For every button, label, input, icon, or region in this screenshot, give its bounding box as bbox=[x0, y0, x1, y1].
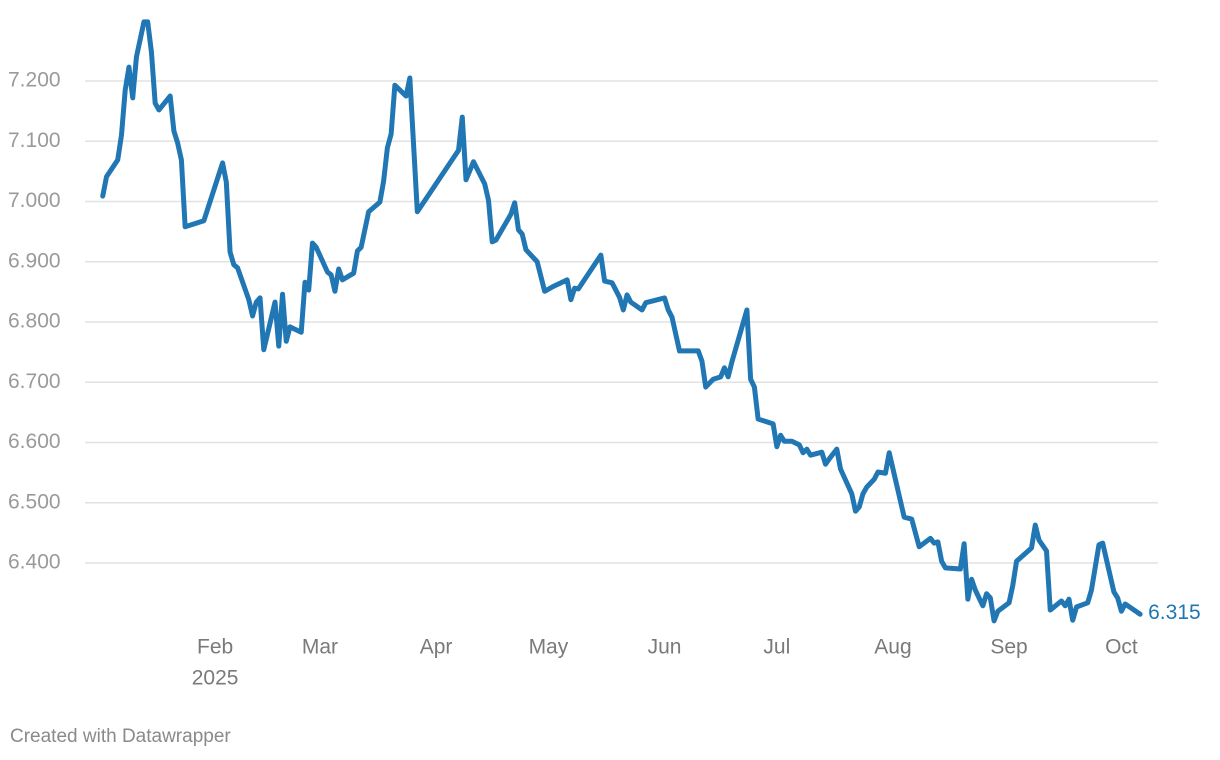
x-tick-label: May bbox=[529, 636, 569, 659]
x-tick-label: Sep bbox=[990, 636, 1027, 659]
y-tick-label: 6.900 bbox=[8, 249, 61, 272]
y-tick-label: 6.800 bbox=[8, 310, 61, 333]
y-tick-label: 7.200 bbox=[8, 69, 61, 92]
x-tick-label: Apr bbox=[420, 636, 453, 659]
data-line bbox=[100, 19, 1143, 624]
y-tick-label: 6.400 bbox=[8, 551, 61, 574]
y-tick-label: 6.700 bbox=[8, 370, 61, 393]
x-year-label: 2025 bbox=[192, 667, 239, 690]
x-tick-label: Feb bbox=[197, 636, 233, 659]
x-tick-label: Jul bbox=[763, 636, 790, 659]
x-tick-label: Mar bbox=[302, 636, 338, 659]
y-tick-label: 6.600 bbox=[8, 430, 61, 453]
x-tick-label: Oct bbox=[1105, 636, 1138, 659]
y-tick-label: 7.000 bbox=[8, 189, 61, 212]
end-value-label: 6.315 bbox=[1148, 601, 1201, 624]
footer: Created with Datawrapper bbox=[10, 726, 231, 747]
x-tick-label: Aug bbox=[874, 636, 911, 659]
y-tick-label: 6.500 bbox=[8, 490, 61, 513]
x-tick-label: Jun bbox=[648, 636, 682, 659]
y-tick-label: 7.100 bbox=[8, 129, 61, 152]
